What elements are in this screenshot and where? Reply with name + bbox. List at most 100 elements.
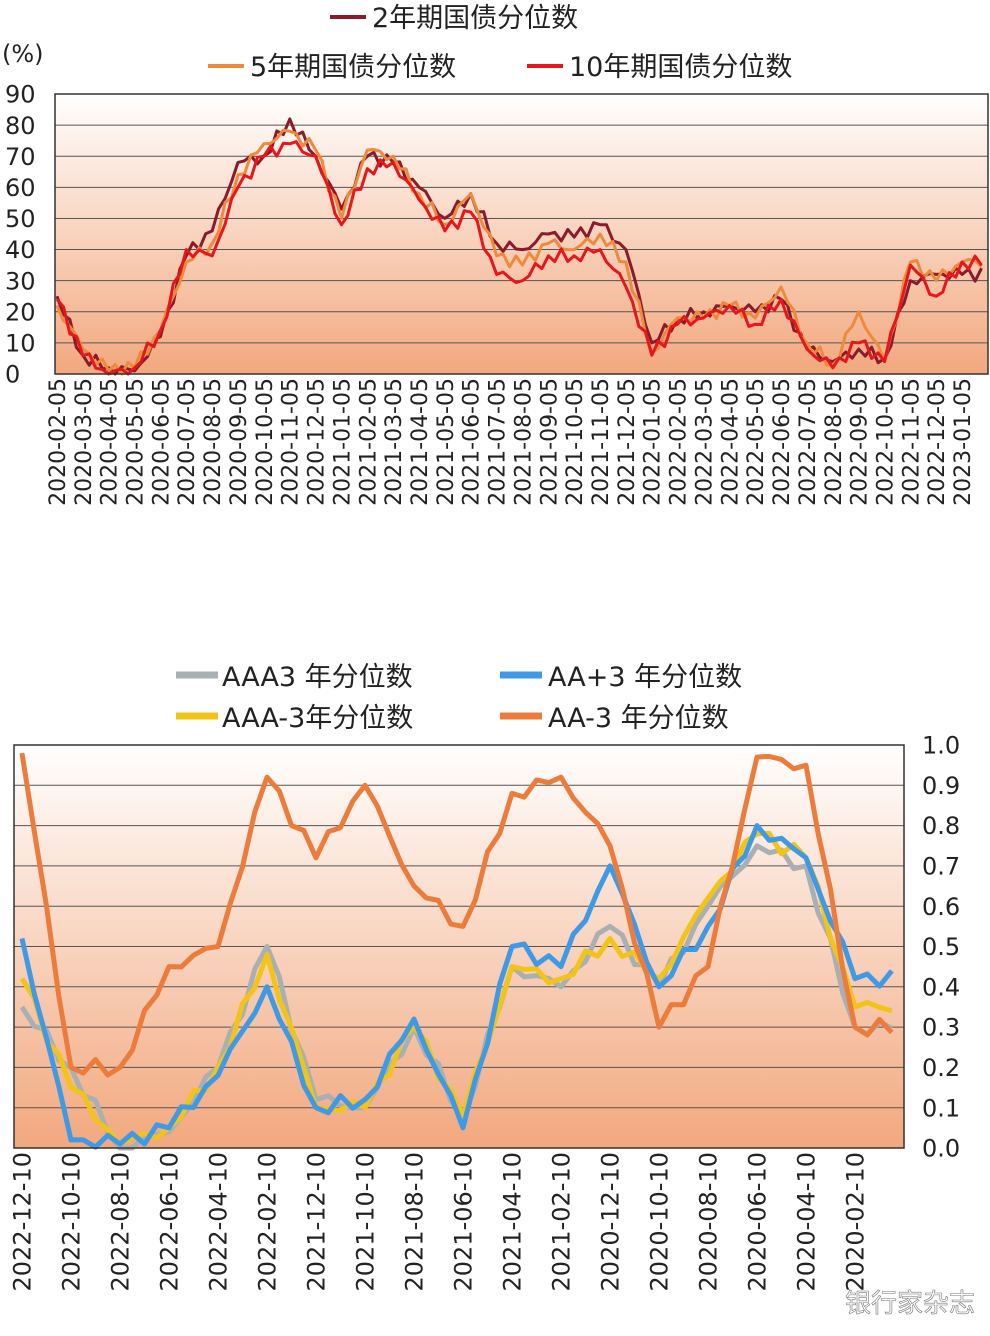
x-tick-label: 2020-09-05: [227, 378, 252, 506]
y-tick-label: 0.8: [922, 812, 960, 840]
x-tick-label: 2022-06-05: [770, 378, 795, 506]
x-tick-label: 2021-08-05: [511, 378, 536, 506]
x-tick-label: 2020-12-10: [597, 1152, 625, 1291]
legend-label-aam3: AA-3 年分位数: [548, 703, 729, 734]
x-tick-label: 2021-02-10: [548, 1152, 576, 1291]
y-tick-label: 80: [5, 112, 36, 140]
x-tick-label: 2022-10-05: [873, 378, 898, 506]
x-tick-label: 2022-07-05: [796, 378, 821, 506]
series-line-5y: [55, 128, 983, 376]
x-tick-label: 2021-12-10: [303, 1152, 331, 1291]
y-tick-label: 30: [5, 267, 36, 295]
x-tick-label: 2022-03-05: [692, 378, 717, 506]
x-tick-label: 2020-05-05: [124, 378, 149, 506]
y-tick-label: 0.4: [922, 973, 960, 1001]
y-tick-labels: 0.0 0.1 0.2 0.3 0.4 0.5 0.6 0.7 0.8 0.9 1.0: [922, 732, 960, 1163]
x-tick-label: 2022-02-05: [667, 378, 692, 506]
x-tick-label: 2021-12-05: [615, 378, 640, 506]
x-tick-label: 2020-04-05: [98, 378, 123, 506]
y-tick-label: 0: [5, 361, 20, 389]
y-axis-unit: (%): [2, 40, 44, 68]
x-tick-label: 2022-12-05: [925, 378, 950, 506]
chart-credit-percentile: AAA3 年分位数 AA+3 年分位数 AAA-3年分位数 AA-3 年分位数 …: [9, 662, 961, 1291]
x-tick-label: 2021-11-05: [589, 378, 614, 506]
series-line-10y: [55, 140, 983, 376]
y-tick-labels: 0 10 20 30 40 50 60 70 80 90: [5, 81, 36, 389]
legend-label-aaa3: AAA3 年分位数: [222, 662, 413, 693]
x-tick-label: 2020-02-10: [842, 1152, 870, 1291]
series-line-aap3: [19, 823, 894, 1150]
y-tick-label: 60: [5, 174, 36, 202]
x-tick-label: 2021-02-05: [356, 378, 381, 506]
x-tick-label: 2022-12-10: [9, 1152, 37, 1291]
y-tick-label: 0.1: [922, 1094, 960, 1122]
y-tick-label: 0.5: [922, 933, 960, 961]
y-tick-label: 0.9: [922, 772, 960, 800]
y-tick-label: 90: [5, 81, 36, 109]
watermark: 银行家杂志: [845, 1289, 975, 1319]
x-tick-label: 2022-10-10: [58, 1152, 86, 1291]
y-tick-label: 0.0: [922, 1135, 960, 1163]
x-tick-label: 2021-03-05: [382, 378, 407, 506]
y-tick-label: 0.6: [922, 893, 960, 921]
legend-label-aaam3: AAA-3年分位数: [222, 703, 413, 734]
x-tick-label: 2020-06-05: [149, 378, 174, 506]
x-tick-label: 2022-02-10: [254, 1152, 282, 1291]
y-tick-label: 40: [5, 236, 36, 264]
plot-border: [54, 93, 989, 375]
x-tick-labels: 2022-12-10 2022-10-10 2022-08-10 2022-06-10…: [9, 1152, 870, 1291]
legend-label-2y: 2年期国债分位数: [372, 3, 578, 34]
x-tick-label: 2021-10-05: [563, 378, 588, 506]
series-line-aam3: [19, 752, 894, 1078]
chart-treasury-percentile: 2年期国债分位数 5年期国债分位数 10年期国债分位数 (%) 0 10 20 30 4…: [2, 3, 989, 506]
x-tick-label: 2020-11-05: [279, 378, 304, 506]
legend: AAA3 年分位数 AA+3 年分位数 AAA-3年分位数 AA-3 年分位数: [176, 662, 742, 734]
x-tick-label: 2020-03-05: [72, 378, 97, 506]
x-tick-label: 2022-04-10: [205, 1152, 233, 1291]
x-tick-label: 2022-01-05: [641, 378, 666, 506]
x-tick-label: 2021-06-10: [450, 1152, 478, 1291]
legend-label-5y: 5年期国债分位数: [250, 52, 456, 83]
x-tick-label: 2022-09-05: [848, 378, 873, 506]
y-tick-label: 0.3: [922, 1014, 960, 1042]
x-tick-label: 2020-02-05: [46, 378, 71, 506]
x-tick-label: 2020-08-10: [695, 1152, 723, 1291]
x-tick-label: 2021-08-10: [401, 1152, 429, 1291]
x-tick-label: 2021-05-05: [434, 378, 459, 506]
x-tick-label: 2022-08-10: [107, 1152, 135, 1291]
x-tick-label: 2020-12-05: [305, 378, 330, 506]
legend: 2年期国债分位数 5年期国债分位数 10年期国债分位数: [208, 3, 792, 83]
x-tick-label: 2021-06-05: [460, 378, 485, 506]
y-tick-label: 20: [5, 298, 36, 326]
x-tick-label: 2021-01-05: [330, 378, 355, 506]
legend-label-10y: 10年期国债分位数: [569, 52, 792, 83]
series-lines: [55, 117, 983, 376]
x-tick-label: 2020-10-10: [646, 1152, 674, 1291]
x-tick-label: 2022-08-05: [822, 378, 847, 506]
x-tick-label: 2021-04-10: [499, 1152, 527, 1291]
x-tick-label: 2020-06-10: [744, 1152, 772, 1291]
x-tick-label: 2021-07-05: [486, 378, 511, 506]
x-tick-label: 2021-10-10: [352, 1152, 380, 1291]
x-tick-label: 2022-11-05: [899, 378, 924, 506]
y-tick-label: 10: [5, 330, 36, 358]
x-tick-label: 2020-10-05: [253, 378, 278, 506]
x-tick-label: 2022-05-05: [744, 378, 769, 506]
y-tick-label: 50: [5, 205, 36, 233]
x-tick-label: 2020-08-05: [201, 378, 226, 506]
legend-label-aap3: AA+3 年分位数: [548, 662, 742, 693]
x-tick-label: 2021-04-05: [408, 378, 433, 506]
y-tick-label: 70: [5, 143, 36, 171]
x-tick-label: 2023-01-05: [951, 378, 976, 506]
y-tick-label: 0.7: [922, 853, 960, 881]
plot-area: [55, 94, 988, 374]
gridlines: [14, 784, 904, 1109]
x-tick-labels: 2020-02-05 2020-03-05 2020-04-05 2020-05-05…: [46, 378, 976, 506]
x-tick-label: 2020-04-10: [793, 1152, 821, 1291]
y-tick-label: 0.2: [922, 1054, 960, 1082]
plot-border: [13, 744, 905, 1149]
x-tick-label: 2022-04-05: [718, 378, 743, 506]
y-tick-label: 1.0: [922, 732, 960, 760]
x-tick-label: 2021-09-05: [537, 378, 562, 506]
